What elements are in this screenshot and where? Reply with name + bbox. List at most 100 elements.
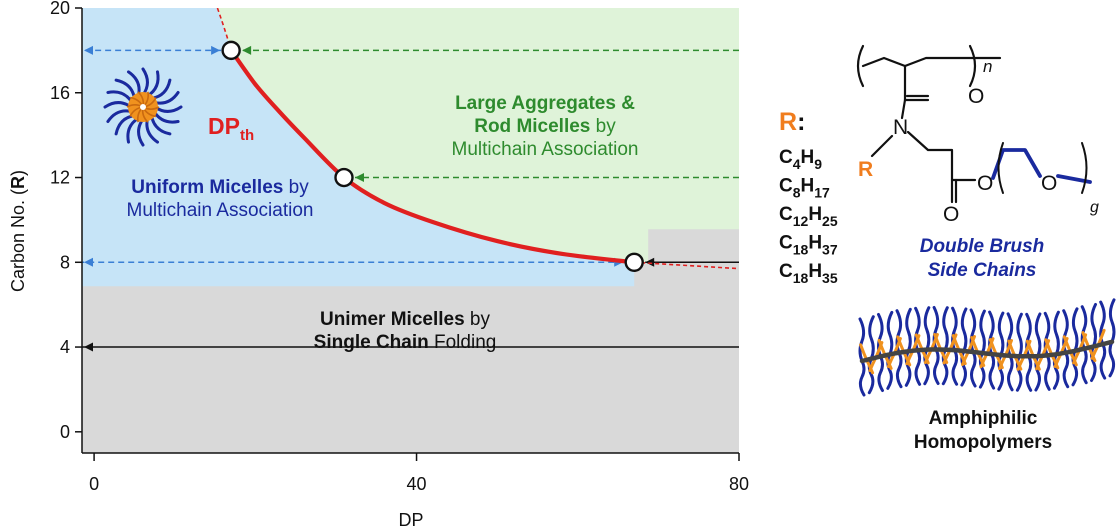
amphiphilic-caption: Amphiphilic Homopolymers [914, 408, 1052, 453]
brush-blue-chain-bottom [1044, 353, 1051, 391]
svg-text:Uniform Micelles by: Uniform Micelles by [131, 177, 309, 198]
y-axis-title: Carbon No. (R) [8, 170, 28, 292]
svg-text:g: g [1090, 199, 1099, 216]
r-group-formula: C18H35 [779, 261, 838, 286]
svg-text:O: O [1041, 172, 1057, 195]
peg-brackets [997, 142, 1088, 194]
brush-blue-chain-top [997, 311, 1005, 357]
brush-blue-chain-bottom [970, 350, 977, 388]
brush-blue-chain-top [1053, 310, 1060, 356]
uniform-micelles-label: Uniform Micelles by Multichain Associati… [127, 177, 314, 221]
arrows-layer [82, 45, 739, 352]
brush-blue-chain-top [1016, 312, 1023, 358]
svg-text:O: O [943, 203, 959, 226]
r-group-formula: C8H17 [779, 176, 830, 201]
y-tick-label: 16 [50, 83, 70, 103]
brush-blue-chain-bottom [1007, 354, 1014, 392]
svg-text:Double Brush: Double Brush [920, 236, 1045, 257]
brush-blue-chain-bottom [1108, 340, 1116, 378]
side-panel: R: C4H9 C8H17 C12H25 C18H37 C18H35 O [779, 44, 1116, 453]
polymer-backbone [859, 339, 1115, 364]
brush-blue-chain-top [1108, 298, 1116, 344]
svg-text:R: R [858, 158, 873, 181]
r-group-formula-list: C4H9 C8H17 C12H25 C18H37 C18H35 [779, 147, 838, 286]
large-aggregate-region [217, 8, 740, 263]
arrow-head [84, 342, 93, 352]
svg-text:N: N [893, 116, 908, 139]
double-brush-caption: Double Brush Side Chains [920, 236, 1045, 281]
structure-atoms: O n N R O O O g [858, 57, 1099, 226]
dp-threshold-curve [229, 48, 637, 265]
brush-blue-chain-bottom [951, 348, 959, 386]
brush-blue-chain-top [979, 309, 986, 355]
arrow-head [84, 45, 93, 55]
points-layer [221, 40, 644, 272]
micelle-icon [103, 67, 183, 147]
y-ticks: 0 4 8 12 16 20 [50, 0, 82, 442]
brush-blue-chain-top [1090, 303, 1097, 348]
arrow-head [84, 257, 93, 267]
svg-text:Homopolymers: Homopolymers [914, 432, 1052, 453]
brush-blue-chain-bottom [933, 348, 940, 385]
brush-blue-chain-top [1034, 312, 1042, 358]
r-group-formula: C4H9 [779, 147, 822, 172]
svg-text:Amphiphilic: Amphiphilic [929, 408, 1038, 429]
brush-blue-chain-bottom [1081, 347, 1088, 385]
svg-text:Unimer Micelles by: Unimer Micelles by [320, 309, 491, 330]
curve-dashed-lower [634, 261, 739, 270]
brush-blue-chain-bottom [858, 359, 866, 397]
arrow-head [242, 45, 252, 55]
threshold-point [334, 167, 354, 188]
micelle-center [140, 104, 146, 110]
svg-text:Multichain Association: Multichain Association [452, 139, 639, 160]
svg-text:Rod Micelles by: Rod Micelles by [474, 116, 616, 137]
brush-blue-chain-top [858, 317, 866, 363]
brush-blue-chain-bottom [895, 351, 903, 389]
brush-polymer-illustration [858, 298, 1116, 397]
brush-blue-chain-bottom [988, 352, 996, 390]
threshold-point [624, 252, 644, 272]
x-tick-label: 0 [89, 474, 99, 494]
svg-text:O: O [968, 85, 984, 108]
brush-blue-chain-bottom [1062, 351, 1070, 389]
curve-layer [216, 8, 739, 270]
y-tick-label: 8 [60, 252, 70, 272]
brush-blue-chain-top [942, 306, 949, 352]
svg-text:Side Chains: Side Chains [928, 260, 1037, 281]
svg-text:Single Chain Folding: Single Chain Folding [314, 332, 497, 353]
x-axis-title: DP [398, 510, 423, 530]
monomer-structure [856, 44, 1002, 204]
brush-blue-chain-top [868, 315, 875, 361]
r-group-formula: C18H37 [779, 233, 838, 258]
brush-blue-chain-top [1071, 307, 1079, 353]
svg-text:Large Aggregates &: Large Aggregates & [455, 93, 635, 114]
brush-blue-chain-bottom [914, 348, 922, 386]
uniform-micelle-region [82, 8, 635, 287]
x-ticks: 0 40 80 [89, 453, 749, 494]
curve-dashed-upper [216, 8, 232, 51]
phase-diagram-plot: 0 40 80 0 4 8 12 16 20 DP Carbon No. (R) DPth L… [8, 0, 749, 530]
svg-text:Multichain Association: Multichain Association [127, 200, 314, 221]
brush-blue-chain-bottom [1025, 354, 1033, 392]
brush-blue-chain-bottom [1099, 342, 1107, 380]
brush-blue-chain-top [905, 307, 912, 353]
y-tick-label: 0 [60, 422, 70, 442]
svg-text:n: n [983, 57, 992, 76]
y-tick-label: 12 [50, 168, 70, 188]
svg-text:O: O [977, 172, 993, 195]
large-aggregates-label: Large Aggregates & Rod Micelles by Multi… [452, 93, 639, 160]
arrow-head [211, 45, 221, 55]
brush-blue-chain-top [960, 307, 968, 353]
arrow-head [354, 173, 364, 183]
threshold-point [221, 40, 241, 61]
brush-blue-chain-bottom [877, 355, 884, 392]
y-tick-label: 4 [60, 337, 70, 357]
arrow-head [645, 257, 655, 267]
brush-blue-chain-top [886, 310, 894, 356]
unimer-micelles-label: Unimer Micelles by Single Chain Folding [314, 309, 497, 353]
dp-threshold-label: DPth [208, 113, 254, 144]
r-group-formula: C12H25 [779, 204, 838, 229]
brush-blue-chain-top [923, 306, 931, 352]
y-tick-label: 20 [50, 0, 70, 18]
